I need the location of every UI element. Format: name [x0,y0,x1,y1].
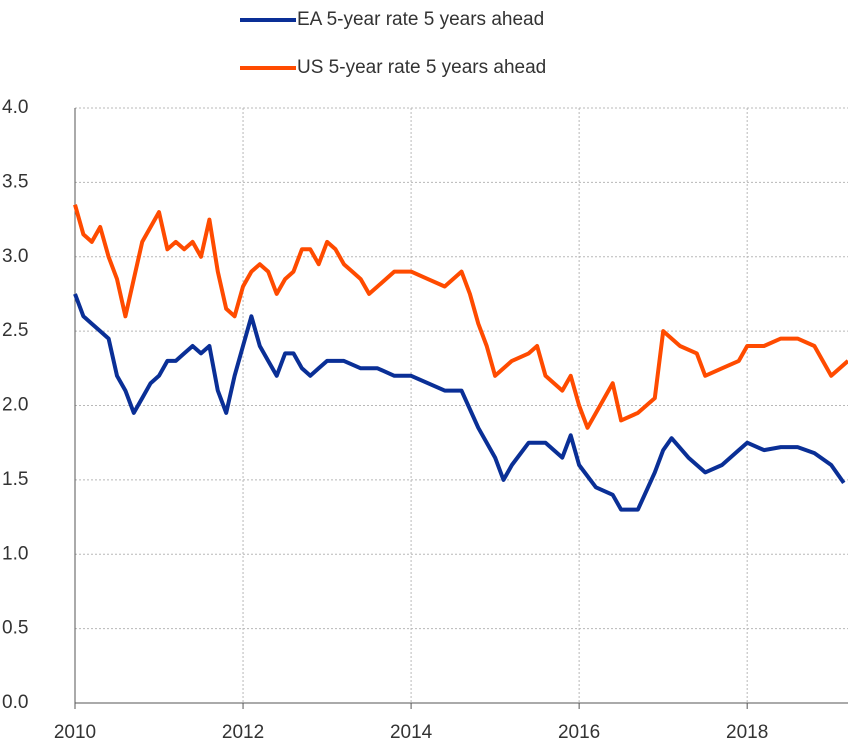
series-line [73,293,846,512]
legend-label: US 5-year rate 5 years ahead [297,57,546,78]
x-tick-label: 2012 [222,722,264,743]
y-tick-label: 0.0 [2,692,28,713]
y-tick-label: 1.5 [2,469,28,490]
x-tick-label: 2016 [558,722,600,743]
y-tick-label: 3.0 [2,246,28,267]
y-tick-label: 0.5 [2,618,28,639]
x-tick-label: 2014 [390,722,433,743]
y-tick-label: 4.0 [2,97,28,118]
y-tick-label: 2.5 [2,320,28,341]
series-line [73,204,848,430]
y-tick-label: 2.0 [2,395,28,416]
x-tick-label: 2018 [726,722,768,743]
x-tick-label: 2010 [54,722,96,743]
legend-label: EA 5-year rate 5 years ahead [297,9,544,30]
y-tick-label: 1.0 [2,543,28,564]
y-tick-label: 3.5 [2,171,28,192]
